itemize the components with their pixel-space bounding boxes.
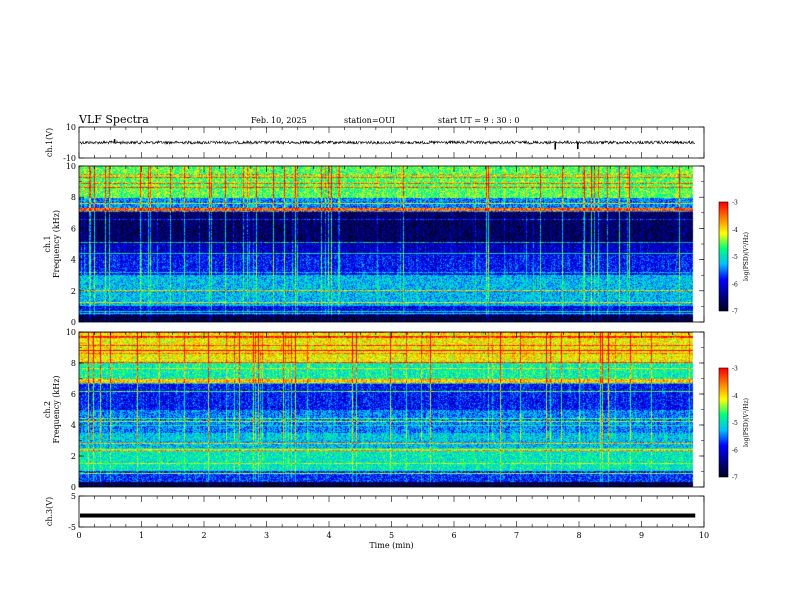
ch3-signal-line [80,513,696,518]
x-axis-label: Time (min) [369,541,413,550]
ch1-spec-ytick-label: 0 [71,318,76,327]
ch1-spec-ytick-label: 2 [71,287,76,296]
ch2-spec-ylabel: ch.2 [43,401,52,418]
ch2-spec-ytick-label: 6 [71,390,76,399]
xtick-label: 2 [201,531,206,540]
ch2-spec-colorbar-frame [718,367,729,478]
ch2-spec-heatmap [79,332,704,487]
ch2-spec-colorbar-label: log(PSD)(V²/Hz) [743,398,750,447]
ch1-spec-colorbar-tick-label: -3 [732,200,738,207]
ch2-spec-colorbar-tick-label: -6 [732,447,738,454]
ch1-spec-colorbar-frame [718,201,729,312]
ch3-wave-ytick-label: -5 [68,523,76,532]
ch1-spec-colorbar [719,202,728,311]
ch1-spec-ytick-label: 10 [66,162,76,171]
ch1-spec-ytick-label: 8 [71,193,76,202]
ch3-wave-ytick-label: 5 [71,492,76,501]
xtick-label: 7 [514,531,519,540]
ch2-spec-colorbar-tick-label: -5 [732,420,738,427]
ch2-spec-ytick-label: 8 [71,359,76,368]
ch2-spec-ytick-label: 10 [66,328,76,337]
date-label: Feb. 10, 2025 [251,116,307,125]
ch2-spec-colorbar [719,368,728,477]
xtick-label: 8 [576,531,581,540]
xtick-label: 1 [139,531,144,540]
ch2-spec-ylabel: Frequency (kHz) [52,375,61,443]
ch2-spec-colorbar-tick-label: -3 [732,366,738,373]
ch3-wave-ylabel: ch.3(V) [45,497,54,526]
ch1-wave-ylabel: ch.1(V) [45,128,54,157]
xtick-label: 5 [389,531,394,540]
ch1-wave-ytick-label: -10 [63,154,76,163]
ch2-spec-ytick-label: 2 [71,452,76,461]
ch1-spec-ytick-label: 6 [71,224,76,233]
ch2-spec-colorbar-tick-label: -4 [732,393,738,400]
ch2-spec-ytick-label: 4 [71,421,76,430]
ch1-spec-ylabel: Frequency (kHz) [52,210,61,278]
ch2-spec-ytick-label: 0 [71,483,76,492]
chart-title: VLF Spectra [79,113,149,126]
start-time-label: start UT = 9 : 30 : 0 [438,116,520,125]
ch1-spec-colorbar-tick-label: -7 [732,309,738,316]
ch1-spec-colorbar-tick-label: -5 [732,254,738,261]
ch1-spec-heatmap [79,166,704,322]
xtick-label: 0 [76,531,81,540]
ch1-spec-colorbar-tick-label: -4 [732,227,738,234]
station-label: station=OUI [344,116,395,125]
ch1-spec-ylabel: ch.1 [43,235,52,252]
xtick-label: 4 [326,531,331,540]
ch1-spec-colorbar-tick-label: -6 [732,281,738,288]
xtick-label: 6 [451,531,456,540]
xtick-label: 3 [264,531,269,540]
ch1-spec-colorbar-label: log(PSD)(V²/Hz) [743,232,750,281]
ch2-spec-colorbar-tick-label: -7 [732,475,738,482]
ch1-wave-ytick-label: 10 [66,123,76,132]
ch1-signal-line [79,139,696,146]
xtick-label: 9 [639,531,644,540]
xtick-label: 10 [699,531,709,540]
ch1-spec-ytick-label: 4 [71,256,76,265]
